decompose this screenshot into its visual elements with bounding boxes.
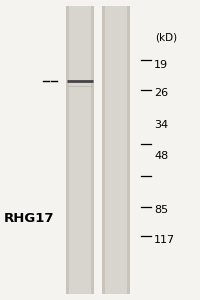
Text: (kD): (kD): [155, 32, 177, 43]
Bar: [69, 6, 91, 294]
Text: 26: 26: [154, 88, 168, 98]
Text: 19: 19: [154, 59, 168, 70]
Text: 85: 85: [154, 205, 168, 215]
Text: RHG17: RHG17: [4, 212, 54, 226]
Bar: [105, 6, 127, 294]
Bar: [102, 6, 130, 294]
Text: 48: 48: [154, 151, 168, 161]
Text: 34: 34: [154, 119, 168, 130]
Bar: [66, 6, 94, 294]
Text: 117: 117: [154, 235, 175, 245]
